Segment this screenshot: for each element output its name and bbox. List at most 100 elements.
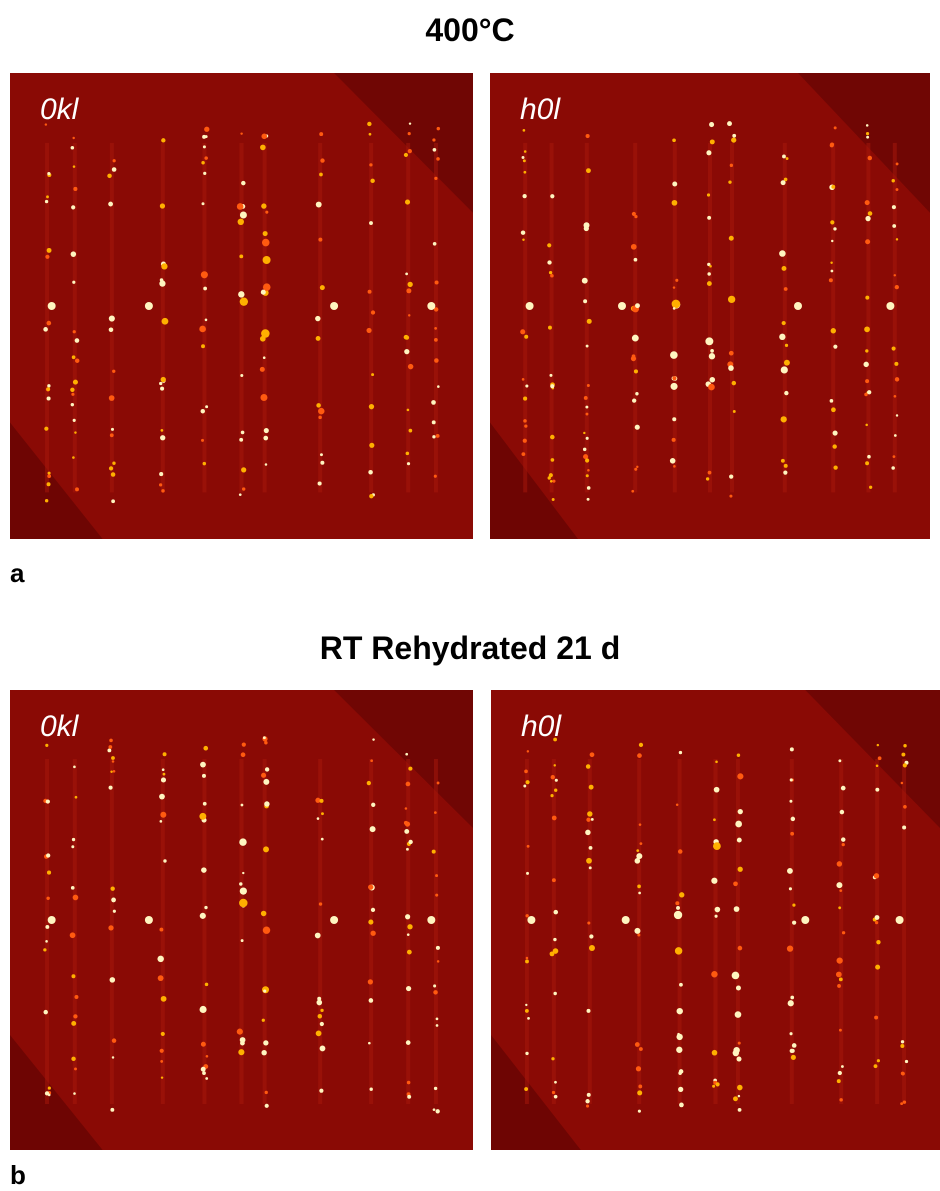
spot xyxy=(552,816,557,821)
spot xyxy=(842,843,845,846)
spot xyxy=(632,398,636,402)
spot xyxy=(73,330,76,333)
spot xyxy=(550,794,553,797)
spot xyxy=(622,916,630,924)
spot xyxy=(582,278,588,284)
spot xyxy=(732,381,736,385)
spot xyxy=(241,752,246,757)
spot xyxy=(587,1009,591,1013)
spot xyxy=(71,1021,76,1026)
spot xyxy=(729,495,732,498)
spot xyxy=(841,837,845,841)
spot xyxy=(638,1085,642,1089)
spot xyxy=(525,914,528,917)
spot xyxy=(677,1033,680,1036)
spot xyxy=(733,1050,739,1056)
spot xyxy=(900,1102,903,1105)
image-label: h0l xyxy=(520,93,561,126)
spot xyxy=(73,1014,77,1018)
spot xyxy=(432,850,436,854)
spot xyxy=(239,838,246,845)
spot xyxy=(670,458,676,464)
spot xyxy=(371,373,374,376)
spot xyxy=(706,477,709,480)
spot xyxy=(526,302,534,310)
spot xyxy=(408,132,411,135)
spot xyxy=(409,429,413,433)
spot xyxy=(801,916,809,924)
spot xyxy=(527,916,535,924)
spot xyxy=(794,302,802,310)
spot xyxy=(263,1040,268,1045)
spot xyxy=(589,866,592,869)
spot xyxy=(71,845,74,848)
spot xyxy=(241,431,245,435)
streak xyxy=(588,759,592,1104)
spot xyxy=(727,121,732,126)
spot xyxy=(875,788,879,792)
spot xyxy=(46,195,49,198)
spot xyxy=(107,174,111,178)
spot xyxy=(709,122,714,127)
spot xyxy=(733,881,738,886)
spot xyxy=(46,387,50,391)
spot xyxy=(47,384,50,387)
spot xyxy=(319,1089,323,1093)
spot xyxy=(238,291,244,297)
spot xyxy=(111,756,115,760)
spot xyxy=(70,932,76,938)
spot xyxy=(894,362,898,366)
spot xyxy=(831,328,836,333)
spot xyxy=(877,744,879,746)
spot xyxy=(203,802,207,806)
spot xyxy=(369,494,373,498)
spot xyxy=(676,1047,682,1053)
spot xyxy=(784,360,790,366)
spot xyxy=(205,1077,208,1080)
spot xyxy=(587,811,592,816)
streak xyxy=(406,143,410,493)
spot xyxy=(436,1017,439,1020)
spot xyxy=(865,200,870,205)
spot xyxy=(553,992,556,995)
spot xyxy=(202,135,206,139)
spot xyxy=(585,830,590,835)
spot xyxy=(263,926,270,933)
spot xyxy=(524,770,528,774)
spot xyxy=(706,150,711,155)
spot xyxy=(736,1057,741,1062)
spot xyxy=(522,378,525,381)
spot xyxy=(868,211,873,216)
spot xyxy=(73,419,76,422)
spot xyxy=(45,925,49,929)
spot xyxy=(789,800,792,803)
spot xyxy=(73,895,79,901)
spot xyxy=(784,391,788,395)
spot xyxy=(200,1006,207,1013)
spot xyxy=(320,1009,323,1012)
spot xyxy=(586,764,591,769)
spot xyxy=(901,1040,904,1043)
spot xyxy=(111,898,116,903)
spot xyxy=(787,868,793,874)
spot xyxy=(408,364,413,369)
spot xyxy=(264,741,267,744)
spot xyxy=(159,382,162,385)
spot xyxy=(589,945,595,951)
spot xyxy=(72,355,76,359)
spot xyxy=(789,1032,792,1035)
spot xyxy=(865,296,869,300)
spot xyxy=(330,916,338,924)
spot xyxy=(405,753,408,756)
spot xyxy=(158,975,164,981)
spot xyxy=(639,743,643,747)
spot xyxy=(587,319,592,324)
spot xyxy=(201,1042,206,1047)
figure: 400°C 0kl h0l a RT Rehydrated 21 d 0kl h… xyxy=(0,0,940,1191)
spot xyxy=(161,263,167,269)
spot xyxy=(549,374,552,377)
spot xyxy=(710,139,715,144)
spot xyxy=(371,310,375,314)
spot xyxy=(369,221,373,225)
spot xyxy=(865,424,868,427)
